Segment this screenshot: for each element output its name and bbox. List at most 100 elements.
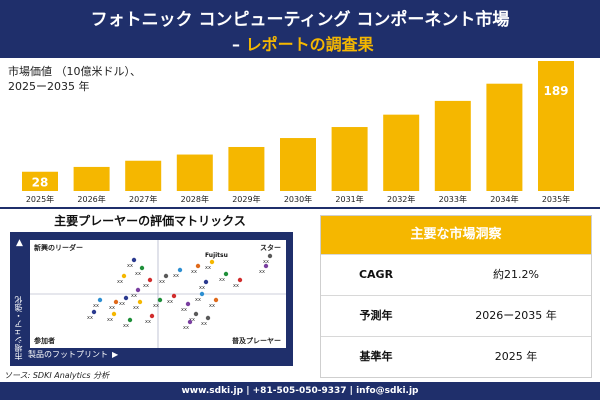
x-tick-label: 2032年 <box>387 194 415 204</box>
x-tick-label: 2027年 <box>129 194 157 204</box>
bar-2032年 <box>383 114 420 191</box>
insight-label: 基準年 <box>359 350 393 363</box>
insight-row-forecast: 予測年 2026ー2035 年 <box>321 295 591 336</box>
player-label: xx <box>117 279 123 285</box>
player-label: xx <box>143 283 149 289</box>
bar-2035年 <box>538 61 574 191</box>
bar-2034年 <box>486 83 523 191</box>
highlight-player-label: Fujitsu <box>205 252 228 259</box>
player-label: xx <box>205 265 211 271</box>
player-point <box>149 313 155 319</box>
player-point <box>135 287 141 293</box>
x-tick-label: 2031年 <box>335 194 363 204</box>
insight-label: CAGR <box>358 268 394 281</box>
player-point <box>177 267 183 273</box>
chart-ylabel-line2: 2025ー2035 年 <box>8 80 90 93</box>
player-label: xx <box>181 307 187 313</box>
quadrant-pervasive-players: 普及プレーヤー <box>232 337 281 345</box>
player-point <box>263 263 269 269</box>
bar-2033年 <box>434 100 471 191</box>
x-tick-label: 2025年 <box>26 194 54 204</box>
player-label: xx <box>201 321 207 327</box>
x-tick-label: 2033年 <box>439 194 467 204</box>
player-point <box>171 293 177 299</box>
player-label: xx <box>145 319 151 325</box>
player-label: xx <box>135 271 141 277</box>
player-label: xx <box>87 315 93 321</box>
x-arrow-icon: ▶ <box>112 350 119 359</box>
player-point <box>203 279 209 285</box>
matrix-y-axis: ▲ 市場シェア・強化 <box>12 238 28 362</box>
player-point <box>127 317 133 323</box>
matrix-title: 主要プレーヤーの評価マトリックス <box>54 214 246 228</box>
header-banner: フォトニック コンピューティング コンポーネント市場 – レポートの調査果 <box>0 0 600 58</box>
key-insights-panel: 主要な市場洞察 CAGR 約21.2% 予測年 2026ー2035 年 基準年 … <box>320 215 592 378</box>
player-point <box>195 263 201 269</box>
player-label: xx <box>199 285 205 291</box>
source-note: ソース: SDKI Analytics 分析 <box>4 371 110 380</box>
insight-label: 予測年 <box>359 309 393 322</box>
player-label: xx <box>183 325 189 331</box>
x-tick-label: 2034年 <box>490 194 518 204</box>
player-point <box>113 299 119 305</box>
bar-2029年 <box>228 146 265 191</box>
player-point <box>147 277 153 283</box>
player-point <box>209 259 215 265</box>
player-point <box>111 311 117 317</box>
player-label: xx <box>263 259 269 265</box>
matrix-plot-area: xx xx xx xx xx xx xx xx xx xx xx xx xx xx xx xx xx xx xx xx… <box>30 240 286 348</box>
player-point <box>157 297 163 303</box>
player-point <box>223 271 229 277</box>
insight-row-cagr: CAGR 約21.2% <box>321 254 591 295</box>
evaluation-matrix: ▲ 市場シェア・強化 xx xx xx xx xx xx xx xx xx xx xx xx xx xx x… <box>10 232 293 366</box>
player-label: xx <box>123 323 129 329</box>
player-label: xx <box>191 269 197 275</box>
player-label: xx <box>209 303 215 309</box>
report-subtitle: – レポートの調査果 <box>232 31 374 55</box>
bar-2030年 <box>280 138 316 191</box>
chart-ylabel-line1: 市場価値 （10億米ドル）、 <box>8 65 141 78</box>
contact-footer: www.sdki.jp | +81-505-050-9337 | info@sd… <box>0 382 600 400</box>
player-point <box>139 265 145 271</box>
matrix-y-label: 市場シェア・強化 <box>14 296 23 360</box>
section-divider <box>0 207 600 209</box>
player-label: xx <box>109 305 115 311</box>
player-point <box>131 257 137 263</box>
bar-2026年 <box>73 166 110 191</box>
bar-2025年 <box>22 171 58 191</box>
player-point <box>267 253 273 259</box>
player-point <box>199 291 205 297</box>
y-arrow-icon: ▲ <box>16 238 23 248</box>
insight-row-base-year: 基準年 2025 年 <box>321 336 591 377</box>
bar-2031年 <box>331 127 368 191</box>
player-label: xx <box>127 263 133 269</box>
x-tick-label: 2028年 <box>181 194 209 204</box>
quadrant-participants: 参加者 <box>34 337 55 345</box>
player-label: xx <box>93 303 99 309</box>
bar-2027年 <box>125 160 162 191</box>
player-point <box>187 319 193 325</box>
player-label: xx <box>107 317 113 323</box>
insight-value: 2026ー2035 年 <box>475 309 557 322</box>
data-label: 28 <box>32 175 49 189</box>
player-point <box>91 309 97 315</box>
matrix-x-axis: 製品のフットプリント ▶ <box>28 349 118 360</box>
player-point <box>97 297 103 303</box>
player-label: xx <box>131 293 137 299</box>
player-label: xx <box>167 299 173 305</box>
player-label: xx <box>259 269 265 275</box>
player-point <box>121 273 127 279</box>
quadrant-emerging-leaders: 新興のリーダー <box>34 244 83 252</box>
subtitle-dash: – <box>232 35 240 54</box>
x-tick-label: 2026年 <box>77 194 105 204</box>
player-label: xx <box>219 277 225 283</box>
x-tick-label: 2029年 <box>232 194 260 204</box>
x-tick-label: 2035年 <box>542 194 570 204</box>
player-point <box>193 311 199 317</box>
player-point <box>163 273 169 279</box>
data-label: 189 <box>543 84 568 98</box>
player-label: xx <box>173 273 179 279</box>
player-label: xx <box>233 283 239 289</box>
x-tick-label: 2030年 <box>284 194 312 204</box>
